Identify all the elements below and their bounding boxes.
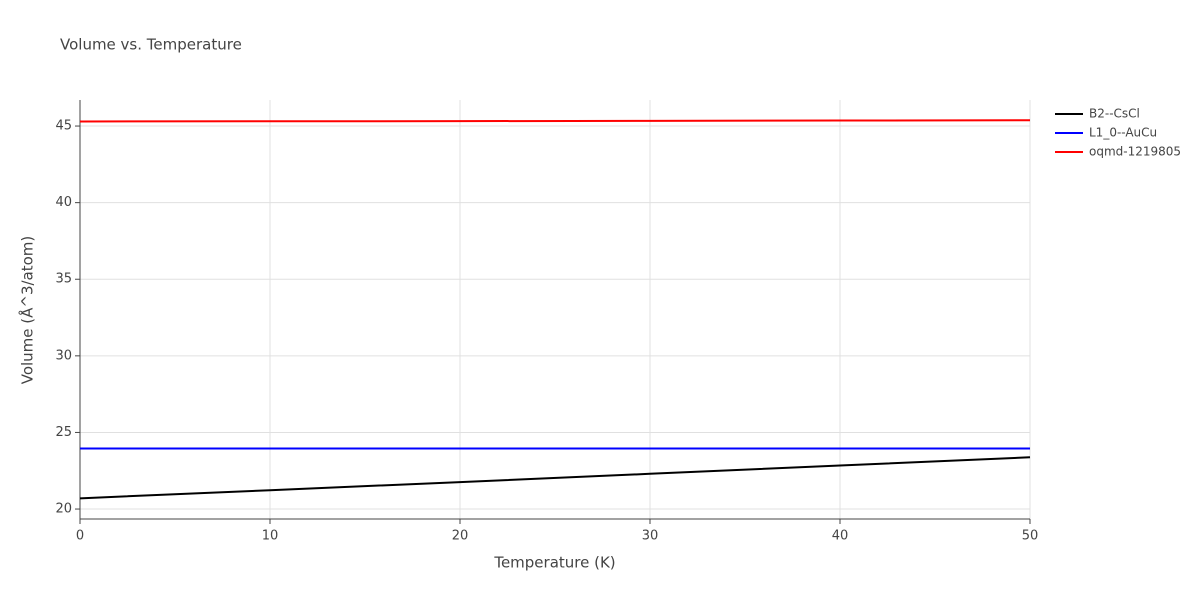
data-line [79,456,1031,500]
chart-title: Volume vs. Temperature [60,36,242,54]
y-tick-label: 40 [55,195,72,210]
x-tick-label: 0 [76,529,84,544]
x-tick-label: 50 [1022,529,1039,544]
y-tick-label: 30 [55,348,72,363]
legend-label: oqmd-1219805 [1089,145,1181,159]
y-tick-label: 45 [55,119,72,134]
y-axis-label: Volume (Å^3/atom) [18,236,37,385]
x-axis-label: Temperature (K) [493,554,615,572]
x-tick-label: 40 [832,529,849,544]
x-tick-label: 30 [642,529,659,544]
y-tick-label: 20 [55,502,72,517]
x-tick-label: 20 [452,529,469,544]
y-tick-label: 25 [55,425,72,440]
legend-label: L1_0--AuCu [1089,126,1157,140]
data-line [79,119,1031,123]
x-tick-label: 10 [262,529,279,544]
y-tick-label: 35 [55,272,72,287]
legend-label: B2--CsCl [1089,107,1140,121]
